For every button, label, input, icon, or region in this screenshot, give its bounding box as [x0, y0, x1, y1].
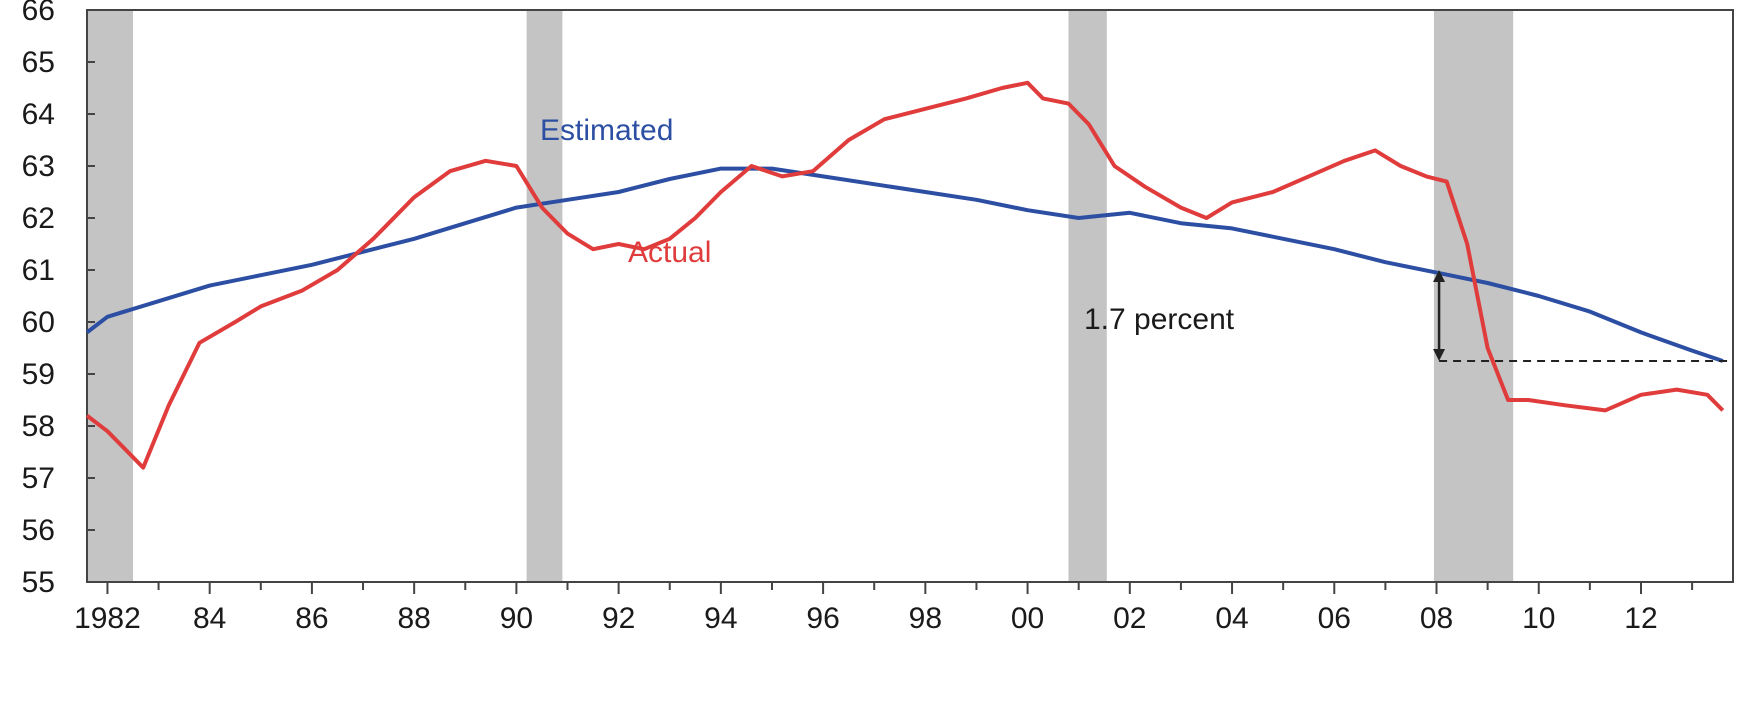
x-tick-label: 1982 [74, 602, 141, 635]
x-tick-label: 86 [295, 602, 328, 635]
y-tick-label: 66 [22, 0, 55, 27]
x-tick-label: 96 [806, 602, 839, 635]
y-tick-label: 62 [22, 202, 55, 235]
y-tick-label: 55 [22, 566, 55, 599]
recession-band-0 [87, 10, 134, 582]
x-tick-label: 92 [602, 602, 635, 635]
x-tick-label: 88 [397, 602, 430, 635]
y-tick-label: 60 [22, 306, 55, 339]
x-tick-label: 98 [909, 602, 942, 635]
recession-band-2 [1068, 10, 1107, 582]
y-tick-label: 58 [22, 410, 55, 443]
y-axis: 55 56 57 58 59 60 61 62 63 64 65 66 [22, 0, 95, 599]
x-tick-label: 94 [704, 602, 737, 635]
y-tick-label: 56 [22, 514, 55, 547]
y-tick-label: 61 [22, 254, 55, 287]
x-tick-label: 84 [193, 602, 226, 635]
recession-bands [87, 10, 1514, 582]
y-tick-label: 57 [22, 462, 55, 495]
x-tick-label: 90 [500, 602, 533, 635]
actual-series-label: Actual [628, 236, 711, 269]
plot-frame [86, 9, 1734, 583]
series-line-actual [85, 80, 1725, 470]
x-tick-label: 02 [1113, 602, 1146, 635]
y-tick-label: 64 [22, 98, 55, 131]
x-tick-label: 00 [1011, 602, 1044, 635]
recession-band-1 [526, 10, 563, 582]
x-tick-label: 06 [1318, 602, 1351, 635]
estimated-series-label: Estimated [540, 114, 673, 147]
x-tick-label: 08 [1420, 602, 1453, 635]
x-tick-label: 10 [1522, 602, 1555, 635]
series-line-estimated [85, 166, 1724, 363]
x-axis: 1982 84 86 88 90 92 94 96 98 00 02 04 06 08 10 12 [74, 582, 1694, 635]
y-tick-label: 63 [22, 150, 55, 183]
y-tick-label: 65 [22, 46, 55, 79]
recession-band-3 [1433, 10, 1514, 582]
series-lines [85, 80, 1725, 470]
gap-annotation-label: 1.7 percent [1084, 303, 1235, 336]
annotations: Estimated Actual 1.7 percent [540, 114, 1733, 362]
gap-arrow-head-up [1433, 270, 1446, 282]
x-tick-label: 12 [1624, 602, 1657, 635]
y-tick-label: 59 [22, 358, 55, 391]
gap-arrow-head-down [1433, 349, 1446, 361]
x-tick-label: 04 [1215, 602, 1248, 635]
